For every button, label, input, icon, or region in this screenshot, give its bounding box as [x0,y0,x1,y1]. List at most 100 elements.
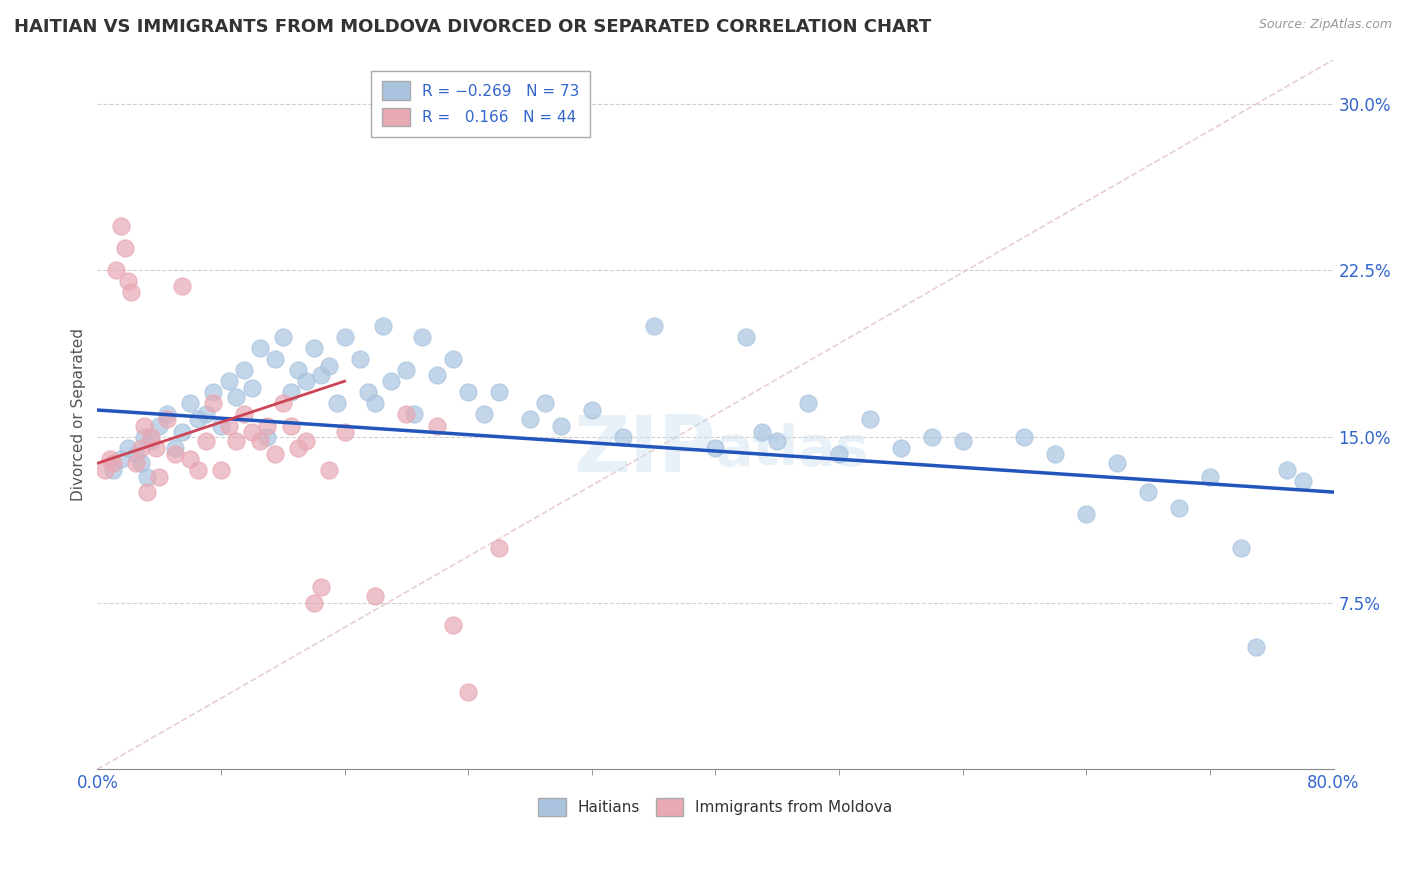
Point [110,451,132,466]
Point [117,274,139,288]
Point [98,451,121,466]
Point [333,330,356,344]
Point [550,418,572,433]
Point [110,219,132,233]
Point [156,412,179,426]
Point [519,412,541,426]
Point [172,425,194,440]
Point [1199,469,1222,483]
Point [373,318,395,333]
Text: Source: ZipAtlas.com: Source: ZipAtlas.com [1258,18,1392,31]
Point [643,318,665,333]
Point [766,434,789,448]
Text: atlas: atlas [716,423,869,477]
Point [364,396,387,410]
Point [187,412,209,426]
Point [280,385,302,400]
Point [135,469,157,483]
Point [612,429,634,443]
Point [264,351,287,366]
Point [411,330,433,344]
Legend: Haitians, Immigrants from Moldova: Haitians, Immigrants from Moldova [529,789,901,825]
Point [280,418,302,433]
Point [104,263,127,277]
Point [132,418,155,433]
Point [249,341,271,355]
Point [302,596,325,610]
Point [349,351,371,366]
Point [318,359,340,373]
Point [952,434,974,448]
Point [264,447,287,461]
Point [380,374,402,388]
Point [125,456,148,470]
Point [797,396,820,410]
Point [271,396,294,410]
Point [132,429,155,443]
Point [488,541,510,555]
Point [117,441,139,455]
Point [1230,541,1253,555]
Point [318,463,340,477]
Point [187,463,209,477]
Point [1137,485,1160,500]
Point [240,381,263,395]
Point [101,463,124,477]
Point [94,463,117,477]
Point [148,418,170,433]
Point [441,351,464,366]
Point [101,456,124,470]
Point [295,374,318,388]
Point [1076,508,1098,522]
Point [209,463,232,477]
Point [202,396,225,410]
Point [441,618,464,632]
Point [404,408,426,422]
Point [1014,429,1036,443]
Point [148,469,170,483]
Point [472,408,495,422]
Point [1045,447,1067,461]
Point [233,408,256,422]
Point [120,285,142,300]
Point [129,441,152,455]
Point [1291,474,1313,488]
Point [859,412,882,426]
Point [295,434,318,448]
Point [145,441,167,455]
Point [125,447,148,461]
Point [704,441,727,455]
Point [141,434,163,448]
Point [225,434,247,448]
Point [326,396,349,410]
Point [1275,463,1298,477]
Point [302,341,325,355]
Point [256,429,278,443]
Point [179,451,201,466]
Point [890,441,912,455]
Point [1107,456,1129,470]
Point [457,385,479,400]
Point [163,447,186,461]
Point [271,330,294,344]
Text: ZIP: ZIP [574,412,716,488]
Point [141,429,163,443]
Point [194,408,217,422]
Point [395,408,418,422]
Point [333,425,356,440]
Y-axis label: Divorced or Separated: Divorced or Separated [72,328,86,501]
Point [311,368,333,382]
Point [287,363,309,377]
Point [179,396,201,410]
Point [218,374,240,388]
Point [163,441,186,455]
Point [1168,500,1191,515]
Point [287,441,309,455]
Point [735,330,758,344]
Point [751,425,773,440]
Point [172,278,194,293]
Point [233,363,256,377]
Point [488,385,510,400]
Point [581,403,603,417]
Point [114,241,136,255]
